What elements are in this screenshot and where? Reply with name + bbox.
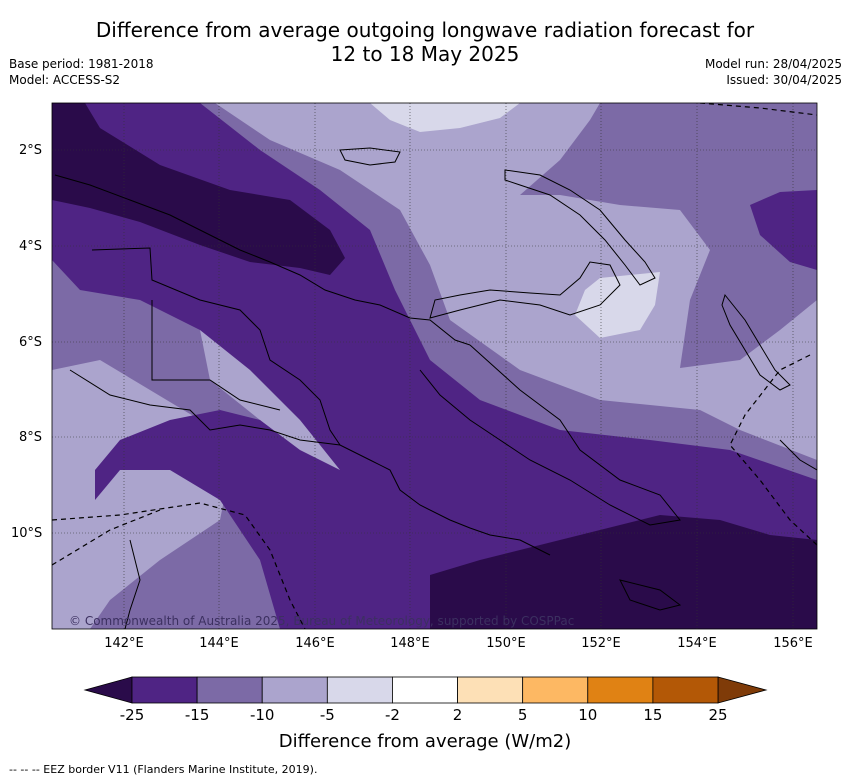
lon-label-154e: 154°E <box>677 636 717 651</box>
lon-label-146e: 146°E <box>295 636 335 651</box>
province-borders <box>91 247 341 446</box>
bougainville-coast <box>721 293 791 391</box>
base-period: Base period: 1981-2018 <box>9 57 154 71</box>
manus-coast <box>339 147 401 166</box>
lon-label-144e: 144°E <box>199 636 239 651</box>
region-minus5-minus2-north <box>370 103 520 132</box>
lat-label-10s: 10°S <box>11 526 43 541</box>
region-lt-minus25-northwest <box>52 103 345 275</box>
coastlines <box>54 147 817 629</box>
meta-right: Model run: 28/04/2025 Issued: 30/04/2025 <box>705 56 842 88</box>
map-frame <box>51 102 818 630</box>
new-britain-coast <box>429 261 621 319</box>
lat-label-4s: 4°S <box>19 239 43 254</box>
colorbar-segment <box>587 676 654 704</box>
lon-label-148e: 148°E <box>390 636 430 651</box>
meta-left: Base period: 1981-2018 Model: ACCESS-S2 <box>9 56 154 88</box>
model-name: Model: ACCESS-S2 <box>9 73 121 87</box>
new-ireland-coast <box>504 169 656 286</box>
colorbar-segment <box>196 676 263 704</box>
colorbar-tick: 10 <box>578 706 598 724</box>
colorbar-title: Difference from average (W/m2) <box>278 731 572 752</box>
colorbar-tick: -5 <box>319 706 335 724</box>
lon-label-150e: 150°E <box>486 636 526 651</box>
lat-label-2s: 2°S <box>19 143 43 158</box>
colorbar-tick: -25 <box>119 706 145 724</box>
new-guinea-north-coast <box>54 174 471 346</box>
colorbar-segment <box>522 676 589 704</box>
title-line-2: 12 to 18 May 2025 <box>330 42 520 66</box>
colorbar-tick: 5 <box>517 706 528 724</box>
title-line-1: Difference from average outgoing longwav… <box>95 18 755 42</box>
colorbar-tick: 25 <box>708 706 728 724</box>
colorbar-segment <box>392 676 458 704</box>
issued-date: Issued: 30/04/2025 <box>726 73 842 87</box>
graticule <box>52 103 817 629</box>
lat-label-6s: 6°S <box>19 335 43 350</box>
eez-footnote: -- -- -- EEZ border V11 (Flanders Marine… <box>9 763 318 776</box>
chart-title: Difference from average outgoing longwav… <box>0 18 850 66</box>
colorbar-under-triangle <box>83 676 133 704</box>
colorbar-segment <box>131 676 198 704</box>
colorbar-segment <box>457 676 524 704</box>
colorbar <box>83 676 768 704</box>
colorbar-tick: -10 <box>249 706 275 724</box>
eez-borders <box>52 103 817 629</box>
papuan-peninsula-coast <box>419 344 681 526</box>
region-minus5-minus2-east <box>575 272 660 338</box>
cape-york-coast <box>124 539 141 629</box>
colorbar-over-triangle <box>717 676 768 704</box>
colorbar-tick: -2 <box>384 706 400 724</box>
copyright-notice: © Commonwealth of Australia 2025, Bureau… <box>69 614 575 628</box>
region-lt-minus25-southeast <box>430 515 817 629</box>
colorbar-segment <box>652 676 719 704</box>
lat-label-8s: 8°S <box>19 430 43 445</box>
new-guinea-south-coast <box>69 369 551 556</box>
lon-label-142e: 142°E <box>104 636 144 651</box>
map-area <box>52 103 817 629</box>
solomon-islands <box>779 439 817 471</box>
colorbar-segment <box>326 676 393 704</box>
colorbar-tick: 2 <box>452 706 463 724</box>
lon-label-152e: 152°E <box>581 636 621 651</box>
louisiade-islands <box>619 579 682 611</box>
model-run: Model run: 28/04/2025 <box>704 57 842 71</box>
region-minus15-minus10-east <box>520 103 817 368</box>
colorbar-segment <box>261 676 328 704</box>
region-minus25-minus15-east <box>750 190 817 270</box>
colorbar-tick: -15 <box>184 706 210 724</box>
colorbar-tick: 15 <box>643 706 663 724</box>
lon-label-156e: 156°E <box>773 636 813 651</box>
